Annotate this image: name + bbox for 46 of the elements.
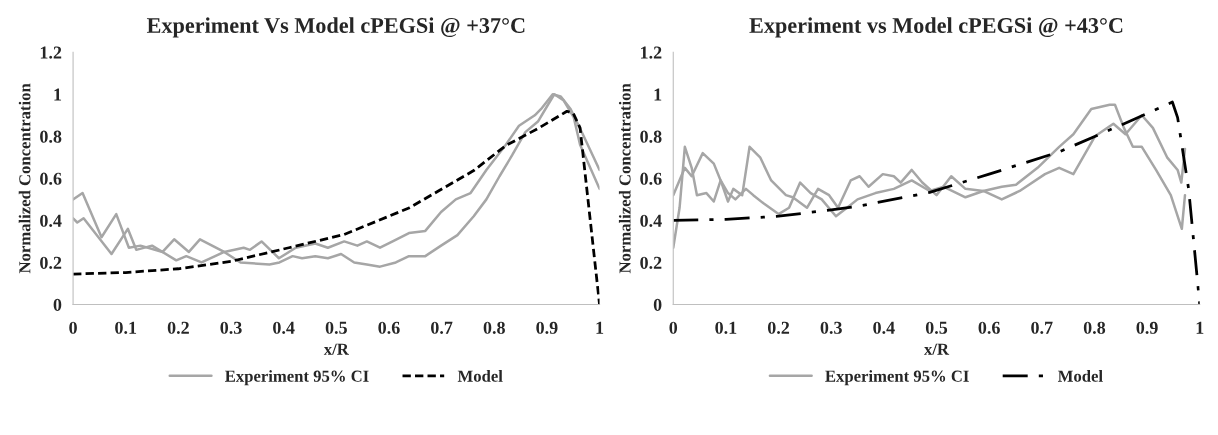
legend-label: Experiment 95% CI	[825, 370, 969, 386]
x-tick-label: 0.5	[925, 321, 948, 334]
y-tick-label: 1	[54, 88, 62, 101]
y-tick-label: 1	[654, 88, 662, 101]
y-tick-label: 0.2	[40, 256, 62, 269]
x-tick-label: 0.9	[536, 321, 558, 334]
y-tick-label: 0.4	[40, 214, 62, 227]
x-tick-label: 0.5	[325, 321, 347, 334]
chart-title: Experiment Vs Model cPEGSi @ +37°C	[146, 17, 525, 38]
x-tick-label: 0	[69, 321, 77, 334]
x-tick-label: 0.8	[483, 321, 505, 334]
x-tick-label: 0.7	[431, 321, 453, 334]
x-tick-label: 0.7	[1031, 321, 1053, 334]
y-tick-label: 0.6	[40, 172, 62, 185]
x-tick-label: 0	[669, 321, 678, 334]
legend-label: Experiment 95% CI	[225, 370, 369, 386]
y-axis-title: Normalized Concentration	[18, 83, 31, 274]
y-tick-label: 1.2	[641, 46, 662, 59]
x-tick-label: 1	[596, 321, 604, 334]
x-tick-label: 0.9	[1136, 321, 1158, 334]
legend-label: Model	[457, 370, 503, 382]
y-tick-label: 0	[53, 298, 62, 311]
y-tick-label: 0.6	[640, 172, 662, 185]
chart-title: Experiment vs Model cPEGSi @ +43°C	[749, 17, 1123, 38]
y-tick-label: 0.2	[640, 256, 662, 269]
x-tick-label: 0.6	[378, 321, 400, 334]
x-tick-label: 0.1	[715, 321, 737, 334]
x-tick-label: 0.2	[767, 321, 790, 334]
y-tick-label: 1.2	[40, 46, 62, 59]
y-tick-label: 0.8	[640, 130, 662, 143]
x-axis-title: x/R	[924, 343, 950, 355]
x-tick-label: 0.3	[220, 321, 242, 334]
y-tick-label: 0.4	[640, 214, 662, 227]
x-axis-title: x/R	[323, 343, 349, 355]
x-tick-label: 0.6	[978, 321, 1000, 334]
legend-label: Model	[1057, 370, 1103, 382]
x-tick-label: 0.4	[273, 321, 295, 334]
y-axis-title: Normalized Concentration	[618, 83, 631, 274]
x-tick-label: 1	[1196, 321, 1204, 334]
x-tick-label: 0.3	[820, 321, 842, 334]
x-tick-label: 0.2	[167, 321, 189, 334]
x-tick-label: 0.1	[115, 321, 137, 334]
y-tick-label: 0	[653, 298, 662, 311]
y-tick-label: 0.8	[40, 130, 62, 143]
x-tick-label: 0.8	[1083, 321, 1106, 334]
x-tick-label: 0.4	[873, 321, 895, 334]
